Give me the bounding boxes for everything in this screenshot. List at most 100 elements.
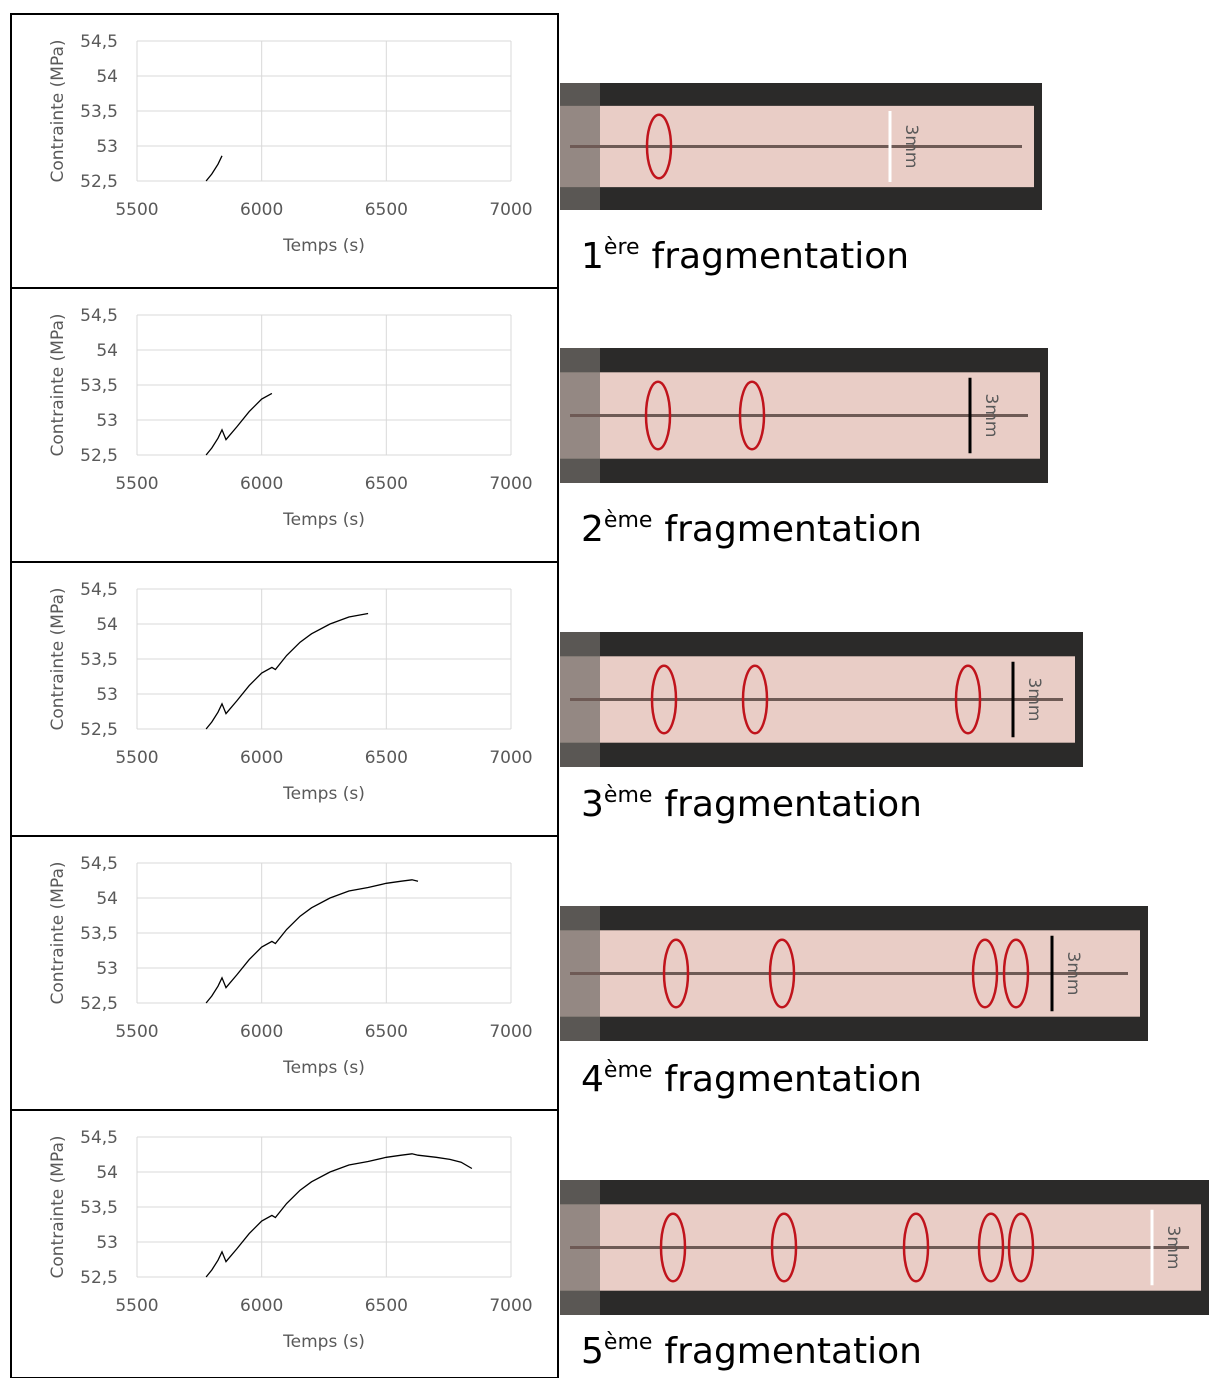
x-tick-label: 5500 bbox=[115, 1022, 158, 1042]
fracture-marker bbox=[770, 1212, 798, 1283]
caption-superscript: ème bbox=[604, 1330, 653, 1355]
x-tick-label: 5500 bbox=[115, 200, 158, 220]
y-tick-label: 54,5 bbox=[80, 1128, 118, 1148]
y-tick-label: 53 bbox=[96, 137, 118, 157]
x-tick-label: 7000 bbox=[489, 1022, 532, 1042]
scale-label: 3mm bbox=[1024, 678, 1044, 722]
y-tick-label: 53,5 bbox=[80, 376, 118, 396]
x-tick-label: 7000 bbox=[489, 200, 532, 220]
fracture-marker bbox=[1002, 938, 1030, 1009]
x-tick-label: 6500 bbox=[365, 748, 408, 768]
x-axis-label: Temps (s) bbox=[282, 1332, 365, 1352]
y-tick-label: 53 bbox=[96, 411, 118, 431]
caption: 4ème fragmentation bbox=[581, 1058, 922, 1100]
caption-superscript: ème bbox=[604, 508, 653, 533]
caption-superscript: ème bbox=[604, 783, 653, 808]
y-tick-label: 53 bbox=[96, 1233, 118, 1253]
x-tick-label: 6500 bbox=[365, 1022, 408, 1042]
y-tick-label: 53,5 bbox=[80, 102, 118, 122]
y-tick-label: 52,5 bbox=[80, 994, 118, 1014]
x-tick-label: 7000 bbox=[489, 1296, 532, 1316]
y-tick-label: 54,5 bbox=[80, 854, 118, 874]
scale-label: 3mm bbox=[1063, 952, 1083, 996]
data-line bbox=[205, 1153, 473, 1278]
y-tick-label: 54 bbox=[96, 67, 118, 87]
data-line bbox=[205, 155, 223, 182]
specimen-photo: 3mm bbox=[560, 83, 1042, 210]
y-tick-label: 53 bbox=[96, 685, 118, 705]
x-tick-label: 6000 bbox=[240, 1296, 283, 1316]
caption: 1ère fragmentation bbox=[581, 235, 909, 277]
specimen-photo: 3mm bbox=[560, 632, 1083, 767]
fracture-marker bbox=[768, 938, 796, 1009]
x-tick-label: 6000 bbox=[240, 474, 283, 494]
caption-number: 2 bbox=[581, 509, 604, 550]
caption-text: fragmentation bbox=[664, 784, 922, 825]
y-axis-label: Contrainte (MPa) bbox=[48, 314, 68, 457]
data-line bbox=[205, 392, 273, 456]
scale-label: 3mm bbox=[901, 125, 921, 169]
y-tick-label: 53 bbox=[96, 959, 118, 979]
fracture-marker bbox=[977, 1212, 1005, 1283]
data-line bbox=[205, 879, 419, 1004]
fracture-marker bbox=[650, 664, 678, 735]
x-tick-label: 6000 bbox=[240, 200, 283, 220]
y-tick-label: 52,5 bbox=[80, 172, 118, 192]
x-tick-label: 5500 bbox=[115, 1296, 158, 1316]
y-tick-label: 54,5 bbox=[80, 306, 118, 326]
panel-frame bbox=[10, 1109, 559, 1378]
caption-superscript: ère bbox=[604, 235, 640, 260]
x-tick-label: 5500 bbox=[115, 748, 158, 768]
specimen-photo: 3mm bbox=[560, 1180, 1209, 1315]
y-tick-label: 54 bbox=[96, 615, 118, 635]
x-tick-label: 6500 bbox=[365, 1296, 408, 1316]
data-line bbox=[205, 612, 369, 730]
y-axis-label: Contrainte (MPa) bbox=[48, 1136, 68, 1279]
fracture-marker bbox=[645, 113, 673, 180]
x-tick-label: 6000 bbox=[240, 1022, 283, 1042]
x-axis-label: Temps (s) bbox=[282, 510, 365, 530]
fracture-marker bbox=[954, 664, 982, 735]
y-tick-label: 54 bbox=[96, 1163, 118, 1183]
caption-number: 4 bbox=[581, 1059, 604, 1100]
fracture-marker bbox=[659, 1212, 687, 1283]
x-tick-label: 6000 bbox=[240, 748, 283, 768]
x-axis-label: Temps (s) bbox=[282, 784, 365, 804]
x-tick-label: 6500 bbox=[365, 474, 408, 494]
caption-number: 1 bbox=[581, 236, 604, 277]
x-tick-label: 5500 bbox=[115, 474, 158, 494]
fracture-marker bbox=[741, 664, 769, 735]
y-tick-label: 52,5 bbox=[80, 446, 118, 466]
specimen-photo: 3mm bbox=[560, 348, 1048, 483]
caption-text: fragmentation bbox=[664, 509, 922, 550]
fracture-marker bbox=[971, 938, 999, 1009]
fracture-marker bbox=[662, 938, 690, 1009]
y-axis-label: Contrainte (MPa) bbox=[48, 588, 68, 731]
x-tick-label: 7000 bbox=[489, 748, 532, 768]
y-axis-label: Contrainte (MPa) bbox=[48, 862, 68, 1005]
fracture-marker bbox=[738, 380, 766, 451]
caption-text: fragmentation bbox=[664, 1331, 922, 1372]
scale-label: 3mm bbox=[981, 394, 1001, 438]
caption-superscript: ème bbox=[604, 1058, 653, 1083]
y-tick-label: 52,5 bbox=[80, 720, 118, 740]
caption: 3ème fragmentation bbox=[581, 783, 922, 825]
y-tick-label: 53,5 bbox=[80, 924, 118, 944]
fracture-marker bbox=[1007, 1212, 1035, 1283]
x-tick-label: 6500 bbox=[365, 200, 408, 220]
y-tick-label: 53,5 bbox=[80, 1198, 118, 1218]
caption-text: fragmentation bbox=[652, 236, 910, 277]
caption-number: 3 bbox=[581, 784, 604, 825]
scale-label: 3mm bbox=[1163, 1226, 1183, 1270]
y-tick-label: 54,5 bbox=[80, 580, 118, 600]
x-axis-label: Temps (s) bbox=[282, 1058, 365, 1078]
y-tick-label: 54 bbox=[96, 341, 118, 361]
x-tick-label: 7000 bbox=[489, 474, 532, 494]
y-tick-label: 52,5 bbox=[80, 1268, 118, 1288]
x-axis-label: Temps (s) bbox=[282, 236, 365, 256]
y-tick-label: 54,5 bbox=[80, 32, 118, 52]
caption: 2ème fragmentation bbox=[581, 508, 922, 550]
caption: 5ème fragmentation bbox=[581, 1330, 922, 1372]
y-axis-label: Contrainte (MPa) bbox=[48, 40, 68, 183]
